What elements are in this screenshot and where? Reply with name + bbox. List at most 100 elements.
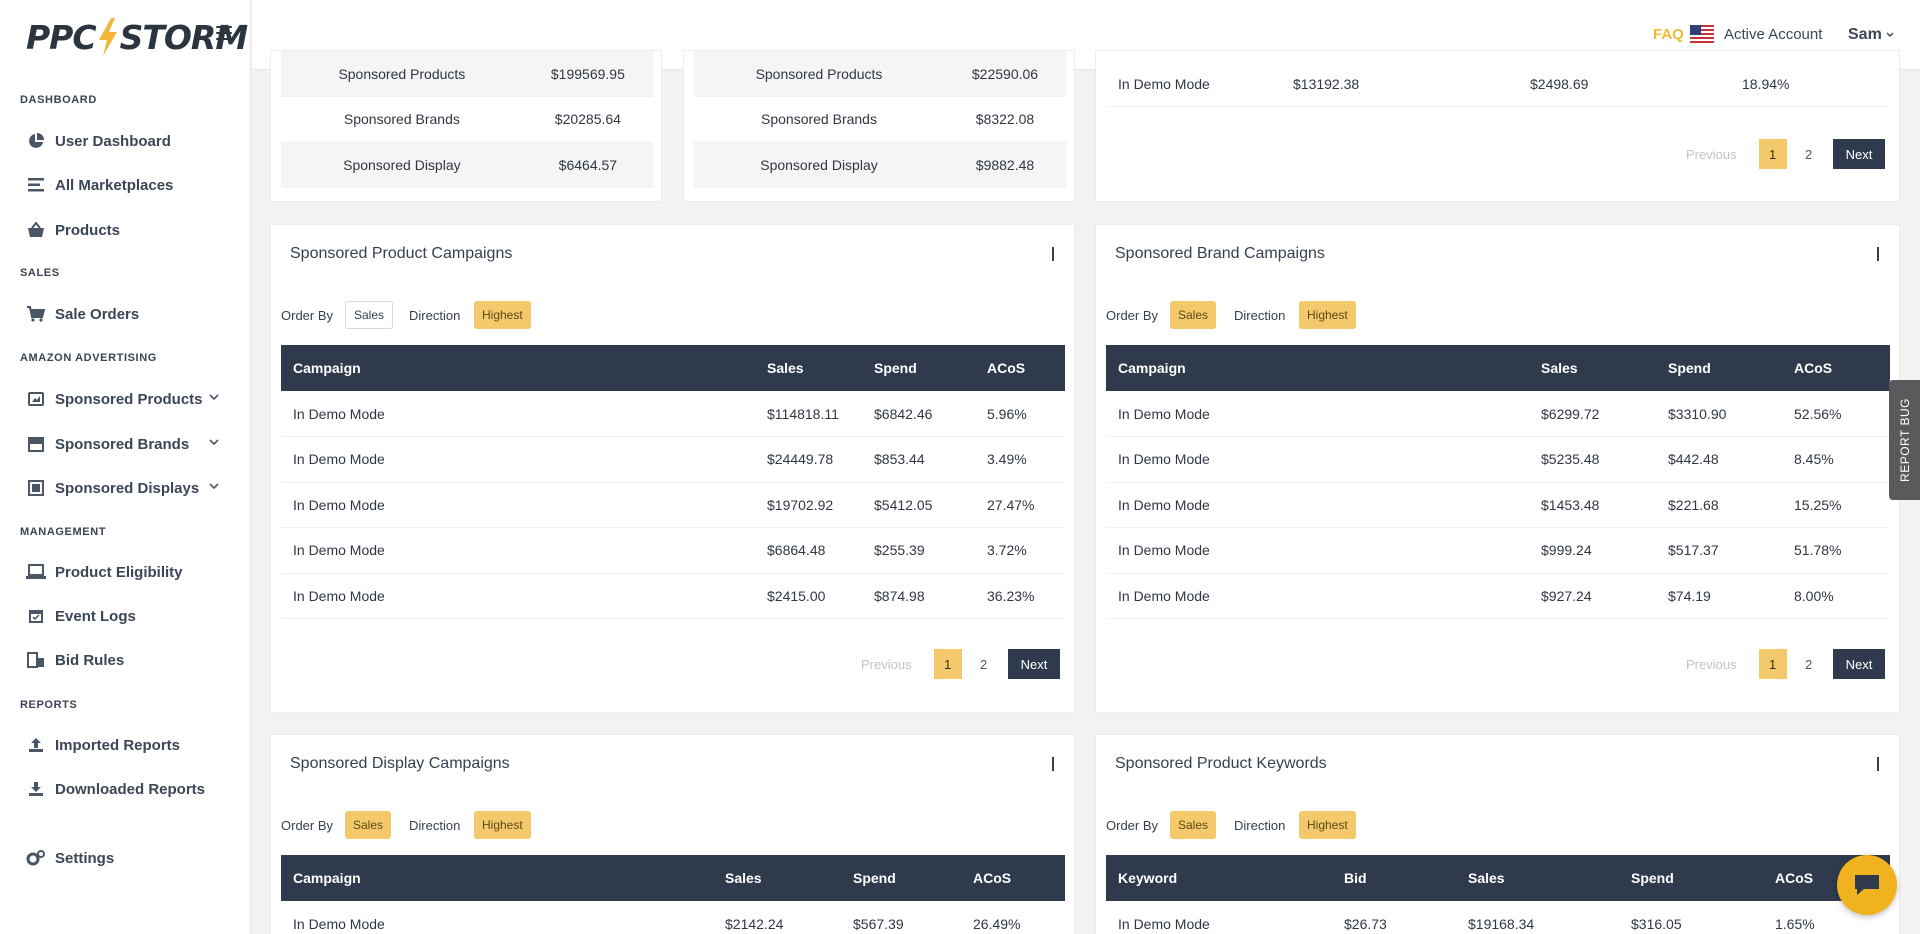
sidebar-item-label: Sponsored Brands: [55, 435, 190, 453]
chevron-down-icon[interactable]: [208, 436, 220, 448]
column-header[interactable]: Spend: [874, 360, 917, 376]
column-header[interactable]: Spend: [1631, 870, 1674, 886]
report-bug-button[interactable]: REPORT BUG: [1889, 380, 1920, 500]
direction-highest-button[interactable]: Highest: [474, 301, 531, 329]
column-header[interactable]: Sales: [725, 870, 762, 886]
cell: 18.94%: [1730, 61, 1890, 107]
chat-button[interactable]: [1837, 855, 1897, 915]
previous-button[interactable]: Previous: [861, 656, 912, 672]
cell: $2415.00: [755, 573, 862, 619]
column-header[interactable]: Sales: [1468, 870, 1505, 886]
cell: Sponsored Products: [694, 51, 932, 97]
order-by-sales-button[interactable]: Sales: [345, 811, 392, 839]
sidebar-item-settings[interactable]: Settings: [26, 846, 226, 870]
page-1-button[interactable]: 1: [1758, 649, 1787, 679]
cell: $9882.48: [931, 142, 1066, 188]
sidebar-item-label: Sale Orders: [55, 305, 140, 323]
cell: $255.39: [862, 527, 975, 574]
table-row: In Demo Mode $2142.24 $567.39 26.49%: [281, 901, 1065, 934]
column-header[interactable]: Sales: [767, 360, 804, 376]
card-menu-icon[interactable]: [1052, 247, 1054, 261]
column-header[interactable]: Campaign: [293, 360, 361, 376]
table-row: In Demo Mode $999.24 $517.37 51.78%: [1106, 527, 1890, 574]
next-button[interactable]: Next: [1007, 649, 1061, 679]
cell: $567.39: [841, 901, 961, 934]
page-1-button[interactable]: 1: [933, 649, 962, 679]
sidebar-item-bid-rules[interactable]: Bid Rules: [26, 648, 226, 672]
table-row: In Demo Mode $5235.48 $442.48 8.45%: [1106, 436, 1890, 483]
card-menu-icon[interactable]: [1877, 247, 1879, 261]
page-2-button[interactable]: 2: [1804, 656, 1813, 672]
order-by-sales-button[interactable]: Sales: [1170, 301, 1217, 329]
column-header[interactable]: ACoS: [1775, 870, 1814, 886]
page-2-button[interactable]: 2: [979, 656, 988, 672]
sidebar-item-all-marketplaces[interactable]: All Marketplaces: [26, 173, 226, 197]
sidebar-item-label: Imported Reports: [55, 736, 181, 754]
order-by-sales-button[interactable]: Sales: [1170, 811, 1217, 839]
next-button[interactable]: Next: [1832, 139, 1886, 169]
sidebar-item-sponsored-products[interactable]: Sponsored Products: [26, 387, 226, 411]
sidebar-item-products[interactable]: Products: [26, 218, 226, 242]
page-2-button[interactable]: 2: [1804, 146, 1813, 162]
cell: $13192.38: [1281, 61, 1518, 107]
cell: In Demo Mode: [281, 901, 713, 934]
cell: $19702.92: [755, 482, 862, 528]
rules-icon: [26, 651, 46, 669]
column-header[interactable]: Sales: [1541, 360, 1578, 376]
cell: 51.78%: [1782, 527, 1890, 574]
sidebar-item-downloaded-reports[interactable]: Downloaded Reports: [26, 777, 226, 801]
previous-button[interactable]: Previous: [1686, 656, 1737, 672]
sidebar-item-event-logs[interactable]: Event Logs: [26, 604, 226, 628]
keywords-table: Keyword Bid Sales Spend ACoS In Demo Mod…: [1106, 855, 1890, 934]
chevron-down-icon[interactable]: [1885, 30, 1895, 40]
menu-toggle-icon[interactable]: [216, 26, 232, 40]
next-button[interactable]: Next: [1832, 649, 1886, 679]
active-account-label[interactable]: Active Account: [1724, 26, 1823, 43]
column-header[interactable]: Campaign: [1118, 360, 1186, 376]
card-menu-icon[interactable]: [1877, 757, 1879, 771]
sidebar-item-user-dashboard[interactable]: User Dashboard: [26, 129, 226, 153]
logo[interactable]: PPC STORM: [26, 18, 248, 57]
faq-link[interactable]: FAQ: [1653, 26, 1684, 43]
column-header[interactable]: ACoS: [973, 870, 1012, 886]
column-header[interactable]: ACoS: [987, 360, 1026, 376]
cell: 26.49%: [961, 901, 1065, 934]
previous-button[interactable]: Previous: [1686, 146, 1737, 162]
sidebar-item-sponsored-displays[interactable]: Sponsored Displays: [26, 476, 226, 500]
table-row: In Demo Mode $6299.72 $3310.90 52.56%: [1106, 391, 1890, 437]
cell: $2498.69: [1518, 61, 1730, 107]
pie-chart-icon: [26, 132, 46, 150]
chevron-down-icon[interactable]: [208, 480, 220, 492]
column-header[interactable]: Bid: [1344, 870, 1367, 886]
table-row: In Demo Mode $19702.92 $5412.05 27.47%: [281, 482, 1065, 528]
sidebar-item-sponsored-brands[interactable]: Sponsored Brands: [26, 432, 226, 456]
sidebar-item-sale-orders[interactable]: Sale Orders: [26, 302, 226, 326]
table-row: In Demo Mode $26.73 $19168.34 $316.05 1.65%: [1106, 901, 1890, 934]
summary-table-left: Sponsored Products $199569.95 Sponsored B…: [281, 51, 653, 188]
chevron-down-icon[interactable]: [208, 391, 220, 403]
laptop-icon: [26, 563, 46, 581]
cell: $442.48: [1656, 436, 1782, 483]
sidebar: PPC STORM DASHBOARD User Dashboard All M…: [0, 0, 251, 934]
column-header[interactable]: Campaign: [293, 870, 361, 886]
direction-highest-button[interactable]: Highest: [1299, 811, 1356, 839]
column-header[interactable]: ACoS: [1794, 360, 1833, 376]
nav-section-amazon-advertising: AMAZON ADVERTISING: [20, 352, 157, 364]
sidebar-item-product-eligibility[interactable]: Product Eligibility: [26, 560, 226, 584]
user-menu[interactable]: Sam: [1848, 26, 1882, 43]
direction-highest-button[interactable]: Highest: [474, 811, 531, 839]
cell: 3.49%: [975, 436, 1065, 483]
column-header[interactable]: Spend: [1668, 360, 1711, 376]
sidebar-item-label: User Dashboard: [55, 132, 171, 150]
table-row: In Demo Mode $2415.00 $874.98 36.23%: [281, 573, 1065, 619]
direction-highest-button[interactable]: Highest: [1299, 301, 1356, 329]
card-menu-icon[interactable]: [1052, 757, 1054, 771]
order-by-sales-button[interactable]: Sales: [345, 301, 394, 329]
page-1-button[interactable]: 1: [1758, 139, 1787, 169]
campaigns-table: Campaign Sales Spend ACoS In Demo Mode $1…: [281, 345, 1065, 619]
sidebar-item-imported-reports[interactable]: Imported Reports: [26, 733, 226, 757]
cell: 3.72%: [975, 527, 1065, 574]
column-header[interactable]: Keyword: [1118, 870, 1178, 886]
cell: $874.98: [862, 573, 975, 619]
column-header[interactable]: Spend: [853, 870, 896, 886]
